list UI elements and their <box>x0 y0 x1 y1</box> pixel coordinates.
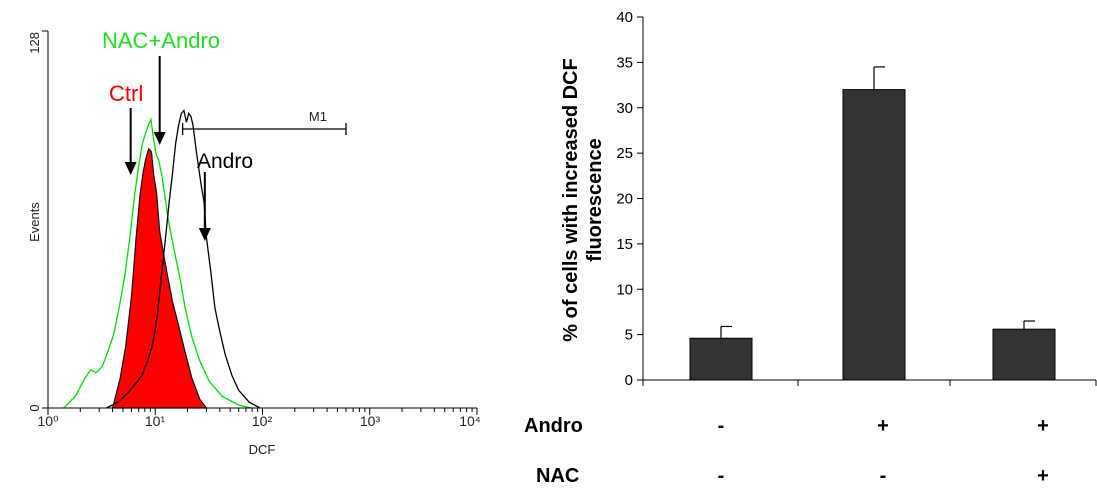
histogram-x-tick-label: 10¹ <box>145 413 166 429</box>
condition-label-nac: NAC <box>536 465 579 487</box>
histogram-y-tick-label-max: 128 <box>27 32 42 54</box>
bar <box>992 328 1056 381</box>
annotation-nac-andro: NAC+Andro <box>102 28 220 53</box>
bar-chart-panel: 0 5 10 15 20 25 30 35 40 % of cells with increas… <box>524 9 1097 487</box>
bar-layer <box>689 66 1056 381</box>
arrow-head-ctrl <box>124 162 137 175</box>
histogram-panel: 128 0 Events 10⁰ 10¹ 10² 10³ 10⁴ DCF M1 … <box>27 28 481 457</box>
nac-mark: - <box>718 465 725 487</box>
histogram-x-tick-label: 10⁴ <box>459 413 481 429</box>
arrow-head-nac-andro <box>153 132 166 145</box>
condition-label-andro: Andro <box>524 415 583 437</box>
histogram-series-layer <box>63 109 261 409</box>
histogram-series-andro <box>106 109 261 409</box>
bar <box>842 89 906 381</box>
nac-mark: + <box>1037 465 1049 487</box>
m1-gate-label: M1 <box>309 109 327 124</box>
histogram-x-tick-label: 10³ <box>360 413 381 429</box>
bar-chart-y-tick-label: 40 <box>616 9 633 26</box>
annotation-ctrl: Ctrl <box>109 81 143 106</box>
andro-mark: + <box>877 415 889 437</box>
bar-chart-y-tick-label: 10 <box>616 281 633 298</box>
bar-chart-y-tick-label: 35 <box>616 54 633 71</box>
annotation-arrows <box>124 56 211 241</box>
bar <box>689 337 753 381</box>
nac-mark: - <box>880 465 887 487</box>
histogram-tick-layer <box>42 30 478 415</box>
histogram-series-nac-andro <box>63 117 253 409</box>
andro-mark: - <box>718 415 725 437</box>
bar-chart-y-tick-label: 5 <box>625 327 633 344</box>
arrow-head-andro <box>198 228 211 241</box>
histogram-series-ctrl <box>111 147 208 409</box>
bar-chart-y-tick-label: 25 <box>616 145 633 162</box>
andro-mark: + <box>1037 415 1049 437</box>
bar-chart-y-tick-label: 20 <box>616 191 633 208</box>
histogram-y-tick-label-min: 0 <box>27 404 42 411</box>
bar-chart-y-axis-label-line-2: fluorescence <box>584 138 606 261</box>
bar-chart-y-tick-label: 0 <box>625 372 633 389</box>
bar-chart-y-tick-layer: 0 5 10 15 20 25 30 35 40 <box>616 9 1097 389</box>
histogram-y-axis-label: Events <box>27 202 42 242</box>
bar-chart-y-tick-label: 30 <box>616 100 633 117</box>
histogram-x-tick-label: 10² <box>252 413 273 429</box>
bar-chart-y-tick-label: 15 <box>616 236 633 253</box>
histogram-x-axis-label: DCF <box>249 442 276 457</box>
histogram-x-tick-label: 10⁰ <box>37 413 59 429</box>
bar-chart-y-axis-label-line-1: % of cells with increased DCF <box>560 58 582 341</box>
m1-gate-marker: M1 <box>181 109 347 135</box>
annotation-andro: Andro <box>197 150 253 173</box>
